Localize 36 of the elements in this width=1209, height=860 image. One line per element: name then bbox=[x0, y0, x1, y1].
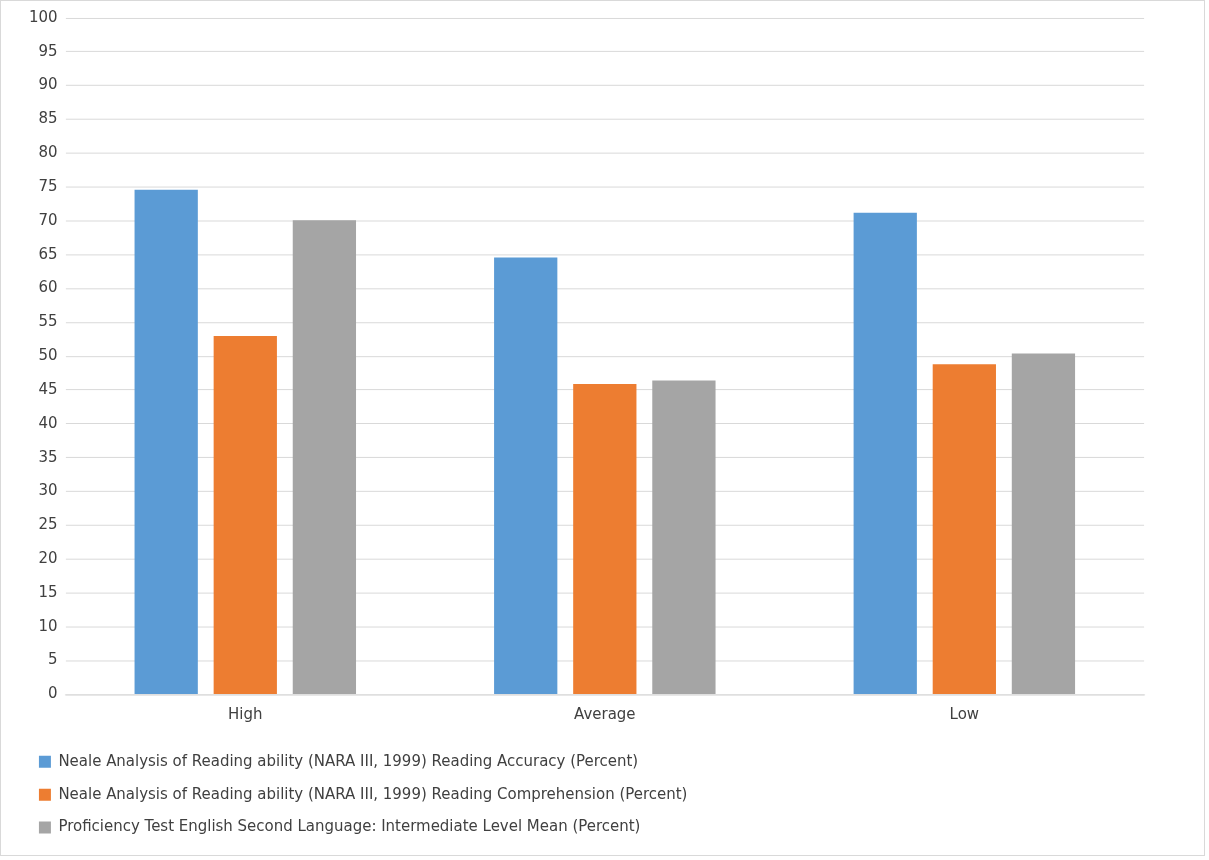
y-tick-label: 50 bbox=[38, 346, 58, 365]
legend-label: Proficiency Test English Second Language: Intermediate Level Mean (Percent) bbox=[58, 817, 641, 836]
y-tick-label: 80 bbox=[38, 143, 58, 162]
bar bbox=[134, 189, 198, 694]
bar bbox=[1011, 353, 1076, 694]
bar bbox=[932, 364, 996, 694]
y-tick-label: 95 bbox=[38, 41, 58, 60]
y-tick-label: 25 bbox=[38, 515, 58, 534]
bar bbox=[573, 383, 637, 694]
bar bbox=[292, 220, 357, 694]
y-tick-label: 65 bbox=[38, 244, 58, 263]
y-tick-label: 70 bbox=[38, 210, 58, 229]
y-tick-label: 100 bbox=[28, 7, 58, 26]
y-tick-label: 90 bbox=[38, 75, 58, 94]
y-tick-label: 45 bbox=[38, 379, 58, 398]
y-tick-label: 60 bbox=[38, 278, 58, 297]
y-tick-label: 35 bbox=[38, 447, 58, 466]
y-tick-label: 5 bbox=[48, 650, 58, 669]
y-tick-label: 40 bbox=[38, 413, 58, 432]
y-tick-label: 85 bbox=[38, 109, 58, 128]
y-tick-label: 55 bbox=[38, 312, 58, 331]
y-tick-label: 75 bbox=[38, 176, 58, 195]
bar bbox=[494, 257, 558, 694]
bar bbox=[213, 335, 277, 694]
x-tick-label: Average bbox=[574, 705, 636, 724]
bar bbox=[652, 380, 716, 694]
y-tick-label: 20 bbox=[38, 548, 58, 567]
legend-label: Neale Analysis of Reading ability (NARA III, 1999) Reading Comprehension (Percent) bbox=[58, 784, 688, 803]
legend-label: Neale Analysis of Reading ability (NARA III, 1999) Reading Accuracy (Percent) bbox=[58, 751, 639, 770]
y-tick-label: 30 bbox=[38, 481, 58, 500]
x-tick-label: High bbox=[228, 705, 263, 724]
y-tick-label: 0 bbox=[48, 684, 58, 703]
bar bbox=[853, 212, 917, 694]
y-tick-label: 10 bbox=[38, 616, 58, 635]
y-tick-label: 15 bbox=[38, 582, 58, 601]
x-tick-label: Low bbox=[949, 705, 980, 724]
